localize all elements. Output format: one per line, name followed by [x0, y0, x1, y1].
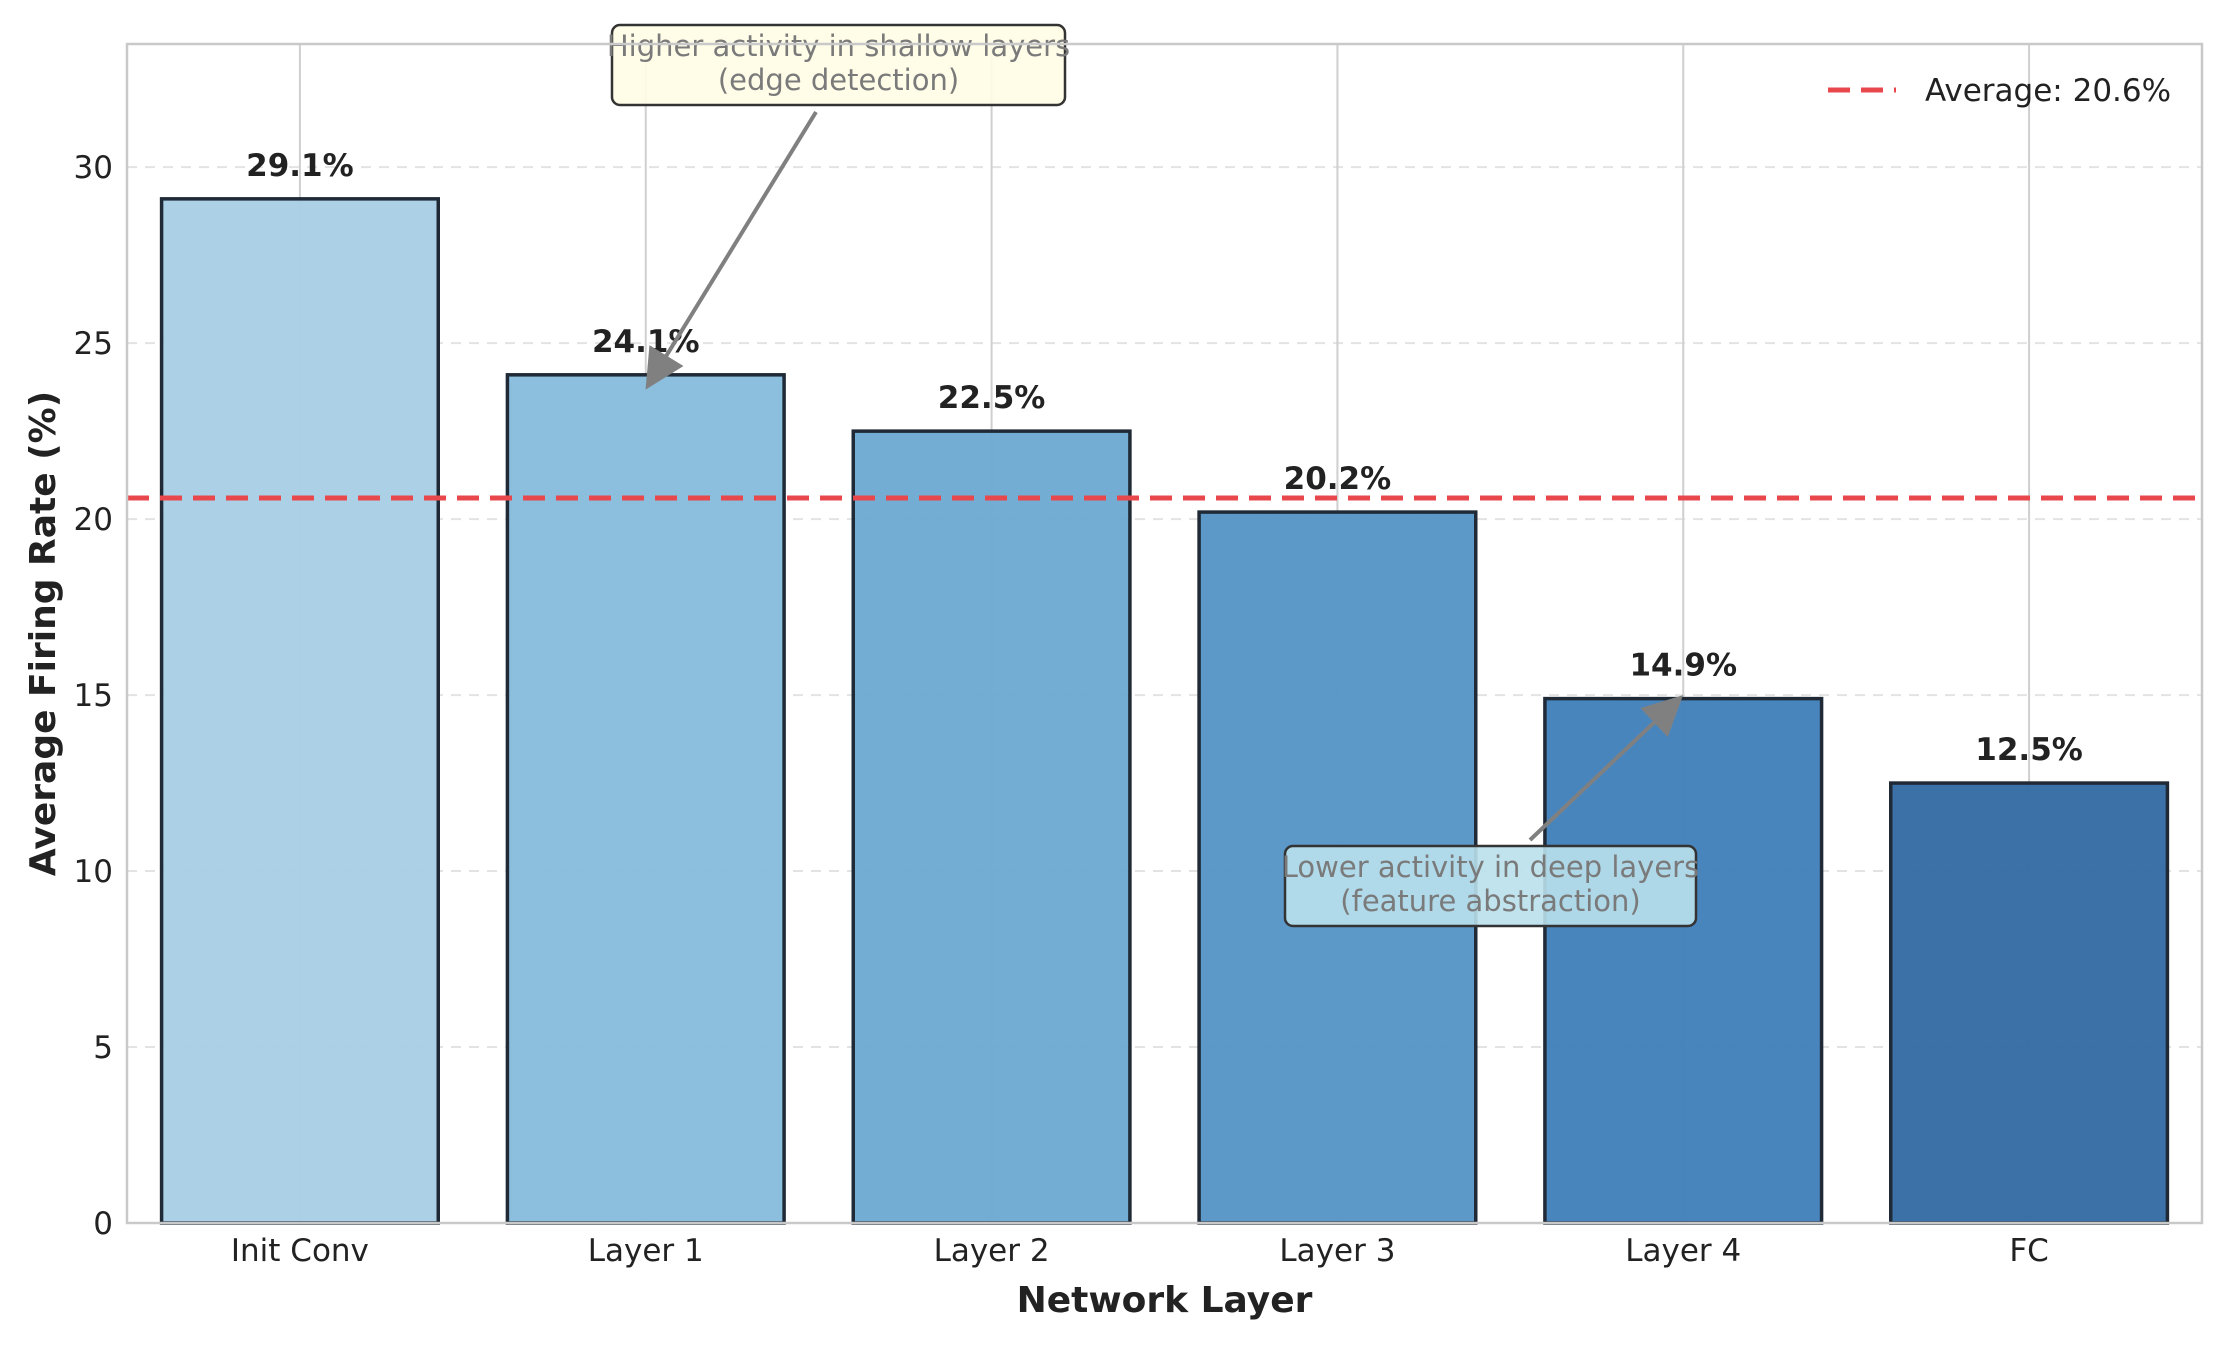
bar-value-label: 22.5%: [938, 380, 1046, 416]
axes-layer: 0 5 10 15 20 25 30 Init Conv Layer 1 Layer 2 Layer…: [23, 42, 2204, 1321]
y-tick-label: 15: [74, 678, 113, 714]
bar-layer-2: [851, 429, 1132, 1225]
y-tick-label: 20: [74, 502, 113, 538]
legend: Average: 20.6%: [1828, 73, 2171, 109]
x-axis-title: Network Layer: [1017, 1280, 1313, 1321]
annotation-text: Higher activity in shallow layers: [607, 29, 1070, 63]
y-tick-label: 0: [93, 1206, 113, 1242]
bar-value-label: 14.9%: [1629, 648, 1737, 684]
annotation-arrow: [645, 110, 818, 390]
bar-value-label: 12.5%: [1975, 732, 2083, 768]
annotation-arrow: [1528, 695, 1684, 842]
y-tick-label: 5: [93, 1030, 113, 1066]
y-tick-label: 30: [74, 150, 113, 186]
bars-layer: 29.1%24.1%22.5%20.2%14.9%12.5%: [159, 148, 2170, 1225]
y-tick-label: 10: [74, 854, 113, 890]
y-tick-label: 25: [74, 326, 113, 362]
x-tick-label: FC: [2009, 1233, 2048, 1269]
y-axis-title: Average Firing Rate (%): [23, 391, 64, 876]
annotation-text: (feature abstraction): [1340, 884, 1640, 918]
annotation-text: (edge detection): [718, 63, 959, 97]
annotation-text: Lower activity in deep layers: [1282, 850, 1699, 884]
bar-layer-4: [1543, 696, 1824, 1225]
x-tick-label: Layer 2: [934, 1233, 1050, 1269]
x-tick-label: Layer 1: [588, 1233, 704, 1269]
bar-value-label: 20.2%: [1284, 461, 1392, 497]
bar-layer-1: [505, 373, 786, 1225]
annotations-layer: Higher activity in shallow layers(edge d…: [607, 23, 1699, 928]
x-tick-label: Layer 4: [1625, 1233, 1741, 1269]
x-tick-label: Init Conv: [231, 1233, 369, 1269]
x-tick-label: Layer 3: [1279, 1233, 1395, 1269]
bar-value-label: 29.1%: [246, 148, 354, 184]
annotation-box: [1283, 844, 1698, 928]
bar-fc: [1889, 781, 2170, 1225]
legend-label: Average: 20.6%: [1925, 73, 2171, 109]
bar-init-conv: [159, 197, 440, 1225]
plot-area-frame: [125, 42, 2204, 1225]
